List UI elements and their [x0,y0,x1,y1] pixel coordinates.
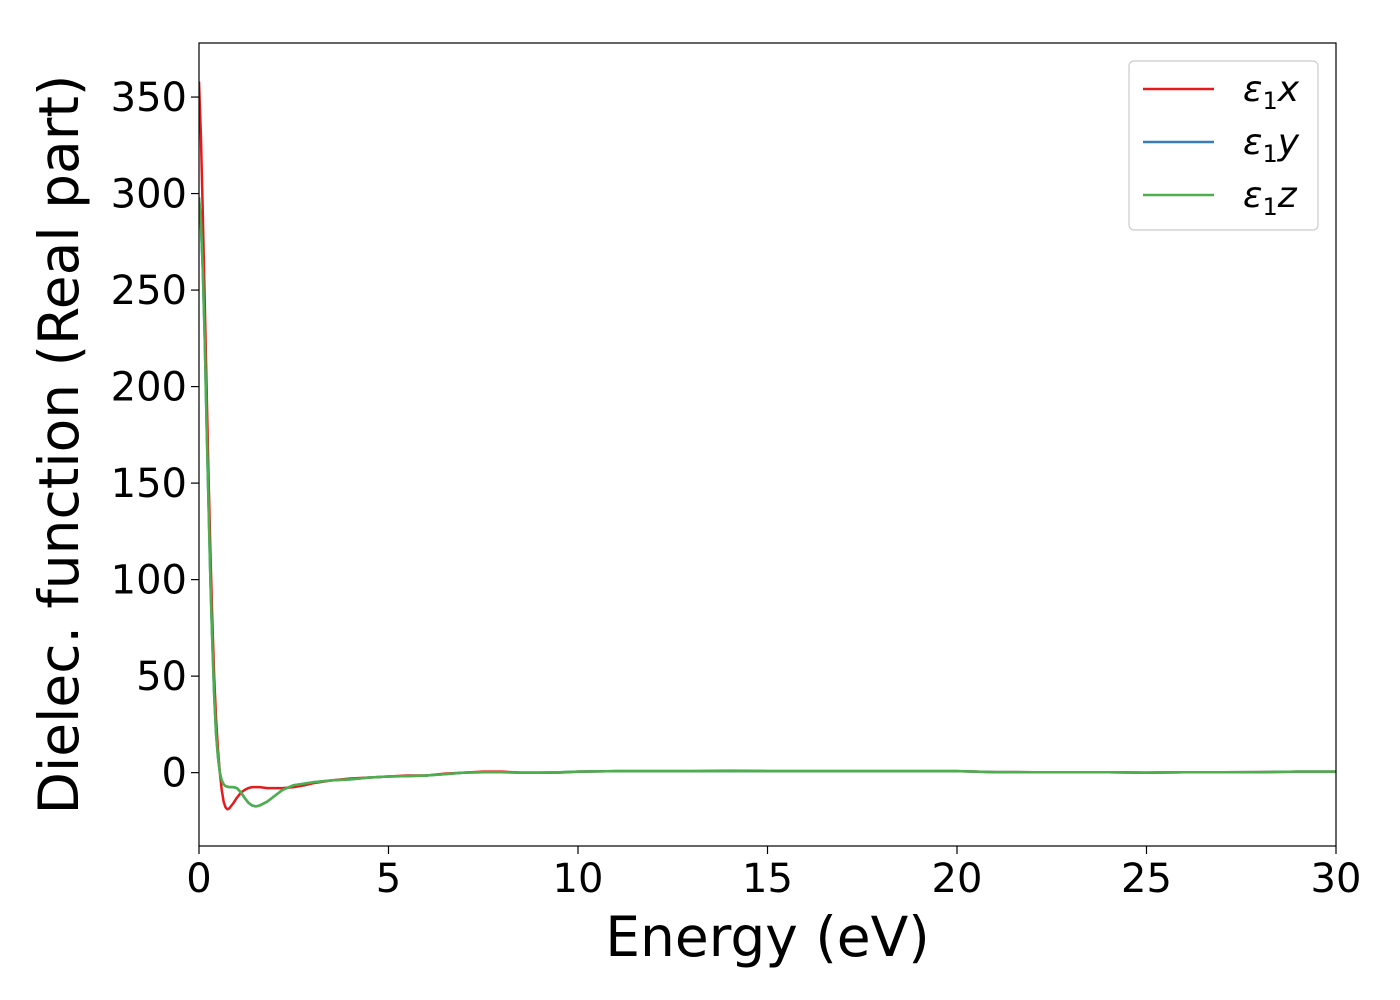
y-tick-label: 50 [136,654,187,700]
y-tick-label: 300 [111,172,187,218]
series-line-z [199,197,1336,808]
y-axis-label: Dielec. function (Real part) [27,75,91,815]
y-tick-label: 350 [111,75,187,121]
x-tick-label: 20 [932,856,983,902]
y-tick-label: 100 [111,558,187,604]
x-tick-label: 30 [1311,856,1362,902]
y-tick-label: 250 [111,268,187,314]
x-tick-label: 15 [742,856,793,902]
legend-label-y: ε1y [1243,122,1300,168]
y-tick-label: 150 [111,461,187,507]
legend-box [1128,60,1319,231]
series-line-y [199,197,1336,808]
y-axis: 0 50 100 150 200 250 300 350 [111,75,199,797]
x-tick-label: 0 [186,856,211,902]
legend: ε1x ε1y ε1z [1128,60,1319,231]
y-tick-label: 200 [111,365,187,411]
x-tick-label: 10 [553,856,604,902]
x-axis-label: Energy (eV) [605,905,929,969]
x-tick-label: 5 [376,856,401,902]
y-tick-label: 0 [162,751,187,797]
legend-label-x: ε1x [1243,69,1300,115]
x-axis: 0 5 10 15 20 25 30 [186,846,1361,902]
x-tick-label: 25 [1121,856,1172,902]
legend-label-z: ε1z [1243,175,1298,221]
series-layer [199,81,1336,811]
